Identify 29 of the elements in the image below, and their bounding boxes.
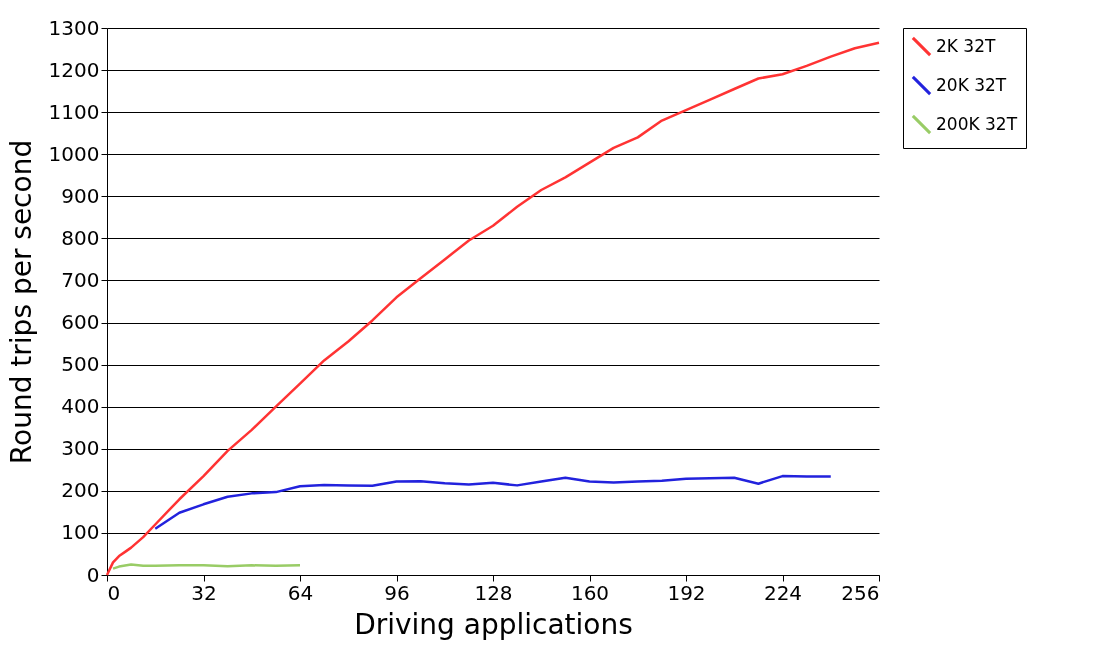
- y-tick-label: 1000: [48, 141, 100, 166]
- y-tick-label: 600: [61, 310, 100, 335]
- x-tick-label: 32: [191, 580, 217, 605]
- x-axis-title: Driving applications: [354, 607, 633, 641]
- y-tick-label: 900: [61, 183, 100, 208]
- x-tick-label: 64: [287, 580, 314, 605]
- y-tick-label: 100: [61, 520, 100, 545]
- y-tick-label: 800: [61, 225, 100, 250]
- y-tick-label: 300: [61, 436, 100, 461]
- legend-label: 2K 32T: [936, 35, 996, 56]
- x-tick-label: 128: [474, 580, 513, 605]
- x-tick-label: 160: [570, 580, 610, 605]
- x-tick-label: 256: [841, 580, 880, 605]
- line-series: [154, 474, 832, 530]
- x-tick-label: 224: [763, 580, 803, 605]
- legend-label: 20K 32T: [936, 74, 1007, 95]
- x-tick-label: 96: [384, 580, 410, 605]
- y-axis-title: Round trips per second: [4, 139, 38, 465]
- y-tick-label: 1300: [48, 15, 100, 40]
- y-tick-label: 1200: [48, 57, 100, 82]
- legend-label: 200K 32T: [936, 113, 1018, 134]
- x-tick-label: 0: [107, 580, 121, 605]
- y-tick-label: 700: [61, 267, 100, 292]
- y-tick-label: 200: [61, 478, 100, 503]
- y-tick-label: 400: [61, 394, 100, 419]
- y-tick-label: 500: [61, 352, 100, 377]
- y-tick-label: 0: [86, 562, 100, 587]
- y-tick-label: 1100: [48, 99, 100, 124]
- x-tick-label: 192: [667, 580, 706, 605]
